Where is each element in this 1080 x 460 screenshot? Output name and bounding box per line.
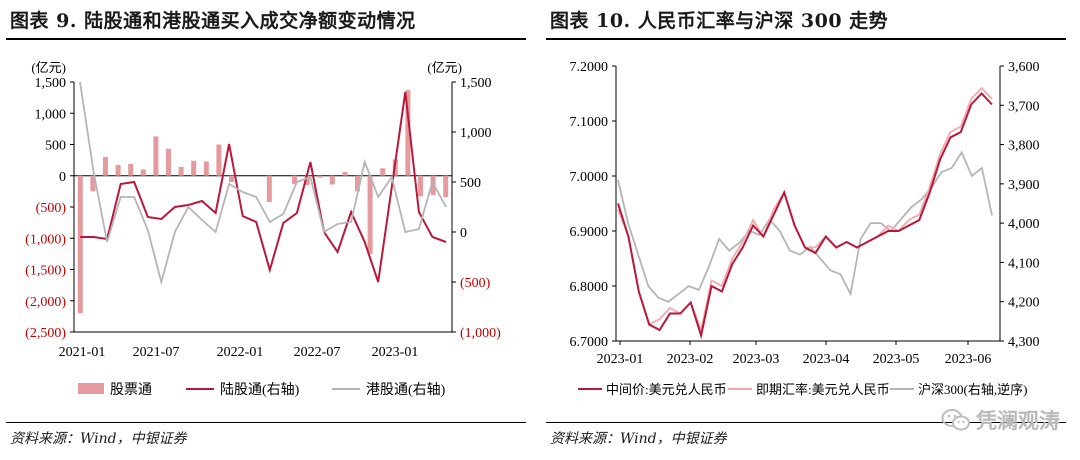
y-left-unit: (亿元) <box>31 60 66 75</box>
chart-title: 图表 9. 陆股通和港股通买入成交净额变动情况 <box>10 10 416 32</box>
y-right-tick-label: 3,800 <box>1008 139 1040 154</box>
line-northbound <box>80 91 447 283</box>
y-right-tick-label: (1,000) <box>460 326 501 341</box>
y-left-tick-label: 7.0000 <box>570 170 609 185</box>
watermark-text: 凭澜观涛 <box>976 409 1060 433</box>
bar-stock-connect <box>178 167 184 176</box>
x-tick-label: 2022-01 <box>217 345 264 360</box>
y-right-tick-label: 3,600 <box>1008 60 1040 75</box>
wechat-watermark: 凭澜观涛 <box>941 405 1060 435</box>
bar-stock-connect <box>405 90 411 176</box>
x-tick-label: 2021-07 <box>133 345 180 360</box>
bar-stock-connect <box>317 175 323 178</box>
legend-label-southbound: 港股通(右轴) <box>366 382 446 398</box>
y-left-tick-label: 0 <box>59 170 66 185</box>
y-left-tick-label: (2,500) <box>25 326 66 341</box>
title-rule <box>6 38 526 40</box>
title-rule <box>546 38 1066 40</box>
legend-label-spot-rate: 即期汇率:美元兑人民币 <box>756 382 890 397</box>
y-right-unit: (亿元) <box>427 60 462 75</box>
y-left-tick-label: (2,000) <box>25 295 66 310</box>
bar-stock-connect <box>355 175 360 192</box>
y-left-tick-label: 6.7000 <box>570 335 609 350</box>
bar-stock-connect <box>216 144 222 176</box>
bar-stock-connect <box>304 175 310 186</box>
y-left-tick-label: 7.2000 <box>570 60 609 75</box>
y-right-tick-label: 4,000 <box>1008 217 1040 232</box>
bar-stock-connect <box>418 175 423 197</box>
bar-stock-connect <box>90 175 96 192</box>
y-right-tick-label: (500) <box>460 276 491 291</box>
chart-northbound-southbound: (2,500) (2,000) (1,500) (1,000) (500) 0 500 1,0… <box>25 60 501 398</box>
bar-stock-connect <box>153 136 159 176</box>
bar-stock-connect <box>367 175 373 254</box>
legend-label-bar: 股票通 <box>110 382 152 398</box>
y-left-tick-label: 6.9000 <box>570 225 609 240</box>
legend-swatch-bar <box>78 383 104 394</box>
y-right-tick-label: 500 <box>460 176 481 191</box>
y-left-tick-label: (500) <box>36 201 67 216</box>
y-right-tick-label: 3,900 <box>1008 178 1040 193</box>
y-right-tick-label: 1,000 <box>460 126 492 141</box>
x-tick-label: 2023-03 <box>733 352 780 367</box>
line-southbound <box>79 81 447 286</box>
y-left-tick-label: 7.1000 <box>570 115 609 130</box>
x-tick-label: 2023-02 <box>667 352 714 367</box>
y-right-tick-label: 4,200 <box>1008 296 1040 311</box>
line-central-parity <box>617 92 993 340</box>
bar-stock-connect <box>430 175 436 196</box>
line-spot-rate <box>617 86 993 334</box>
bar-stock-connect <box>380 168 386 176</box>
bar-stock-connect <box>292 175 297 184</box>
y-left-tick-label: 6.8000 <box>570 280 609 295</box>
x-tick-label: 2023-06 <box>945 352 992 367</box>
y-left-tick-label: (1,000) <box>25 232 66 247</box>
bar-stock-connect <box>342 172 348 176</box>
source-rule <box>546 422 1066 423</box>
bar-stock-connect <box>203 161 209 176</box>
bar-stock-connect <box>115 165 121 176</box>
bar-stock-connect <box>77 175 83 314</box>
bar-stock-connect <box>229 175 234 182</box>
y-left-tick-label: (1,500) <box>25 264 66 279</box>
bar-stock-connect <box>166 148 171 176</box>
x-tick-label: 2023-05 <box>873 352 920 367</box>
bar-stock-connect <box>266 175 272 202</box>
y-left-tick-label: 1,000 <box>35 107 67 122</box>
y-right-tick-label: 4,300 <box>1008 335 1040 350</box>
legend-label-central-parity: 中间价:美元兑人民币 <box>606 382 727 397</box>
chart-title: 图表 10. 人民币汇率与沪深 300 走势 <box>550 10 889 32</box>
legend-label-northbound: 陆股通(右轴) <box>220 382 300 398</box>
source-note: 资料来源：Wind，中银证券 <box>10 431 187 447</box>
x-tick-label: 2023-04 <box>803 352 850 367</box>
y-right-tick-label: 3,700 <box>1008 99 1040 114</box>
y-left-tick-label: 500 <box>45 139 66 154</box>
y-right-tick-label: 4,100 <box>1008 256 1040 271</box>
legend-label-csi300: 沪深300(右轴,逆序) <box>918 382 1027 397</box>
panel-rmb-csi300: 图表 10. 人民币汇率与沪深 300 走势 6.7000 6.8000 6.900… <box>540 0 1070 460</box>
source-note: 资料来源：Wind，中银证券 <box>550 431 727 447</box>
source-rule <box>6 422 526 423</box>
bar-stock-connect <box>103 157 108 176</box>
y-left-tick-label: 1,500 <box>35 76 67 91</box>
x-tick-label: 2023-01 <box>372 345 419 360</box>
panel-northbound-southbound: 图表 9. 陆股通和港股通买入成交净额变动情况 (2,500) (2,000) (1… <box>0 0 530 460</box>
x-tick-label: 2022-07 <box>294 345 341 360</box>
wechat-icon <box>941 409 970 431</box>
x-tick-label: 2023-01 <box>597 352 644 367</box>
bar-stock-connect <box>329 175 335 185</box>
bar-stock-connect <box>191 160 197 176</box>
chart-rmb-csi300: 6.7000 6.8000 6.9000 7.0000 7.1000 7.2000 3,60… <box>570 60 1040 397</box>
y-right-tick-label: 0 <box>460 226 467 241</box>
bar-stock-connect <box>443 175 449 197</box>
bar-stock-connect <box>128 163 134 176</box>
bar-stock-connect <box>140 169 146 176</box>
y-right-tick-label: 1,500 <box>460 76 492 91</box>
x-tick-label: 2021-01 <box>59 345 106 360</box>
